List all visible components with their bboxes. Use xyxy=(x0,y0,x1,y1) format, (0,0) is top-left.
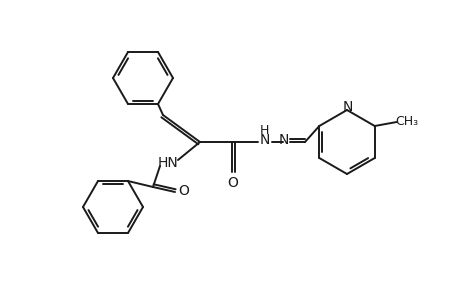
Text: O: O xyxy=(227,176,238,190)
Text: CH₃: CH₃ xyxy=(394,115,417,128)
Text: N: N xyxy=(342,100,353,114)
Text: HN: HN xyxy=(157,156,178,170)
Text: N: N xyxy=(259,133,269,147)
Text: H: H xyxy=(259,124,268,136)
Text: N: N xyxy=(278,133,289,147)
Text: O: O xyxy=(178,184,189,198)
